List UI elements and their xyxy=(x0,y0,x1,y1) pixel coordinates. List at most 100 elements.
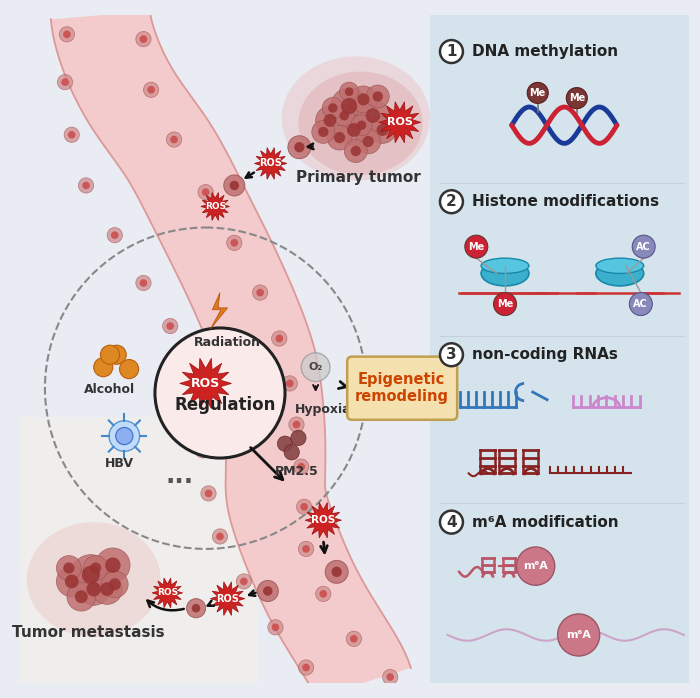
Circle shape xyxy=(340,82,358,101)
Text: ...: ... xyxy=(166,464,194,488)
Circle shape xyxy=(195,403,203,411)
Circle shape xyxy=(64,127,79,142)
Circle shape xyxy=(198,184,214,200)
Circle shape xyxy=(363,136,374,147)
Polygon shape xyxy=(152,578,183,608)
Circle shape xyxy=(527,82,548,103)
Circle shape xyxy=(224,175,245,196)
Circle shape xyxy=(100,346,120,364)
Text: 2: 2 xyxy=(446,194,457,209)
Text: ROS: ROS xyxy=(312,515,335,525)
Circle shape xyxy=(339,114,369,145)
Polygon shape xyxy=(19,417,258,683)
Circle shape xyxy=(186,364,193,371)
Circle shape xyxy=(298,463,305,470)
Circle shape xyxy=(67,582,96,611)
Circle shape xyxy=(139,36,147,43)
Circle shape xyxy=(316,106,344,135)
Circle shape xyxy=(288,135,311,158)
Circle shape xyxy=(94,357,113,377)
Circle shape xyxy=(167,322,174,330)
Circle shape xyxy=(316,586,331,602)
Polygon shape xyxy=(211,582,245,616)
Circle shape xyxy=(282,376,298,391)
Circle shape xyxy=(286,380,293,387)
Text: 4: 4 xyxy=(446,514,457,530)
Circle shape xyxy=(272,623,279,631)
Circle shape xyxy=(312,121,335,143)
Text: ROS: ROS xyxy=(157,588,178,597)
Circle shape xyxy=(322,98,344,119)
Circle shape xyxy=(192,604,200,613)
Ellipse shape xyxy=(27,522,161,637)
Circle shape xyxy=(236,574,251,589)
Circle shape xyxy=(57,566,87,597)
Text: DNA methylation: DNA methylation xyxy=(473,44,619,59)
Circle shape xyxy=(276,334,283,342)
Circle shape xyxy=(340,111,349,120)
Text: 3: 3 xyxy=(446,347,457,362)
Circle shape xyxy=(294,142,304,152)
Text: Me: Me xyxy=(468,242,484,252)
Circle shape xyxy=(319,590,327,597)
Circle shape xyxy=(75,591,88,603)
Circle shape xyxy=(68,131,76,139)
Text: Alcohol: Alcohol xyxy=(85,383,136,396)
Circle shape xyxy=(341,98,357,114)
Circle shape xyxy=(240,577,248,585)
Text: Me: Me xyxy=(530,88,546,98)
Circle shape xyxy=(346,631,361,646)
Circle shape xyxy=(369,117,396,143)
Circle shape xyxy=(216,533,224,540)
Circle shape xyxy=(204,489,212,497)
Circle shape xyxy=(327,125,352,150)
Circle shape xyxy=(357,121,366,130)
Text: HBV: HBV xyxy=(105,457,134,470)
Circle shape xyxy=(293,421,300,429)
Circle shape xyxy=(284,445,300,460)
Circle shape xyxy=(345,87,354,96)
Circle shape xyxy=(351,114,372,135)
Circle shape xyxy=(167,132,182,147)
Circle shape xyxy=(268,620,283,635)
Circle shape xyxy=(230,239,238,246)
Circle shape xyxy=(107,346,126,364)
Text: ROS: ROS xyxy=(387,117,413,127)
Circle shape xyxy=(57,556,81,581)
Circle shape xyxy=(83,556,108,581)
Text: O₂: O₂ xyxy=(309,362,323,372)
Text: AC: AC xyxy=(636,242,651,252)
Circle shape xyxy=(107,228,122,243)
Circle shape xyxy=(63,563,74,574)
Circle shape xyxy=(116,427,133,445)
Circle shape xyxy=(111,231,118,239)
Polygon shape xyxy=(211,292,228,329)
Text: 1: 1 xyxy=(446,44,456,59)
Circle shape xyxy=(144,82,159,98)
Ellipse shape xyxy=(596,261,644,286)
Circle shape xyxy=(302,545,310,553)
Polygon shape xyxy=(430,15,689,683)
Circle shape xyxy=(100,582,114,596)
Circle shape xyxy=(344,140,368,163)
Circle shape xyxy=(302,664,310,671)
Text: ROS: ROS xyxy=(216,593,239,604)
Circle shape xyxy=(350,635,358,643)
Circle shape xyxy=(558,614,600,656)
Circle shape xyxy=(351,146,361,156)
Circle shape xyxy=(90,563,101,574)
Circle shape xyxy=(147,86,155,94)
Text: m⁶A: m⁶A xyxy=(566,630,591,640)
Circle shape xyxy=(102,571,128,597)
Circle shape xyxy=(300,503,308,511)
Circle shape xyxy=(120,359,139,378)
Ellipse shape xyxy=(481,261,529,286)
Text: m⁶A: m⁶A xyxy=(523,561,548,571)
Text: non-coding RNAs: non-coding RNAs xyxy=(473,347,618,362)
Polygon shape xyxy=(201,193,230,221)
Circle shape xyxy=(139,279,147,287)
Circle shape xyxy=(212,529,228,544)
Ellipse shape xyxy=(298,72,423,175)
Polygon shape xyxy=(305,503,342,538)
Circle shape xyxy=(377,124,389,136)
